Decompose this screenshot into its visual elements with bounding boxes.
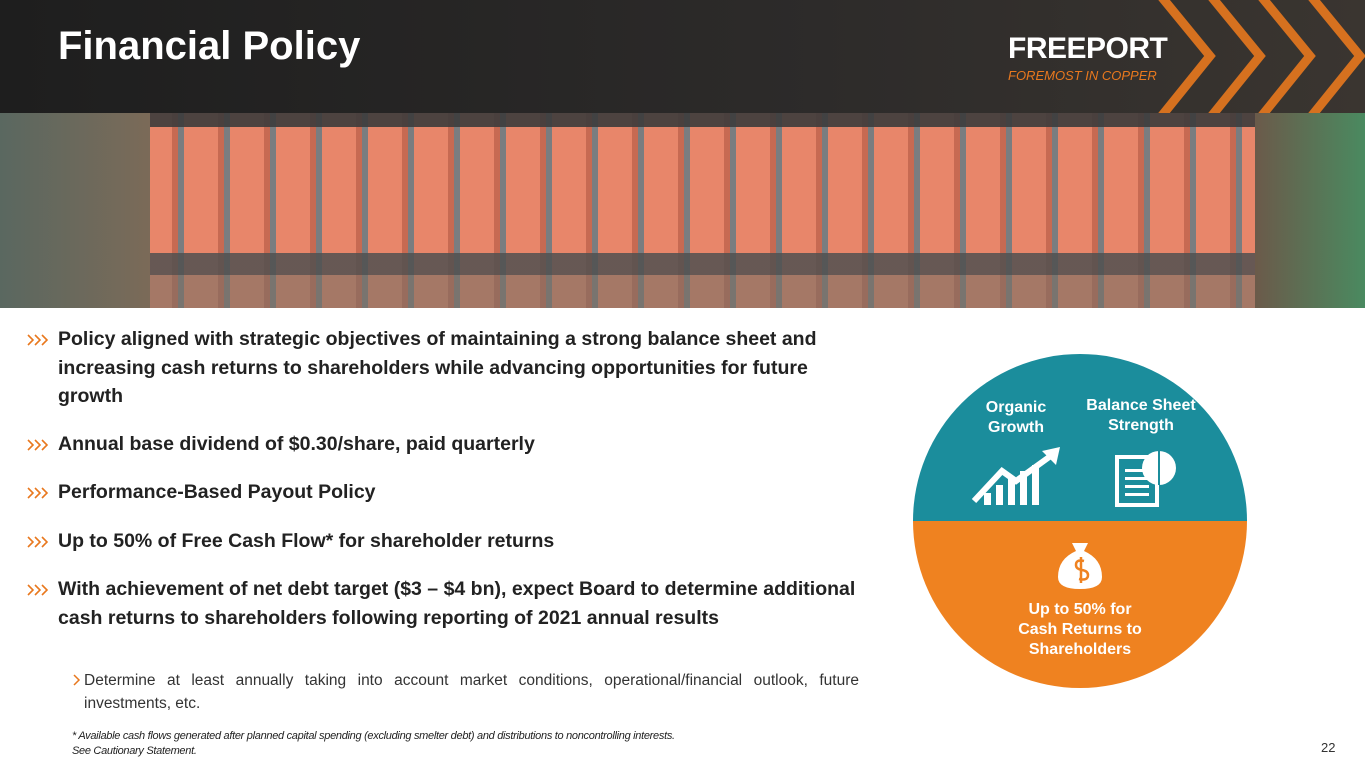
header-bar: [0, 0, 1365, 113]
page-number: 22: [1321, 740, 1336, 755]
bullet-marker: [27, 334, 49, 346]
bullet: Annual base dividend of $0.30/share, pai…: [58, 433, 535, 455]
diagram-label: Up to 50% for Cash Returns to Shareholde…: [1018, 601, 1142, 658]
policy-diagram: [913, 354, 1247, 688]
logo: FREEPORT: [1008, 32, 1168, 65]
slide-title: Financial Policy: [58, 24, 361, 68]
sub-bullet: Determine at least annually taking into …: [84, 672, 859, 712]
growth-icon: [971, 447, 1060, 505]
diagram-top: [913, 354, 1247, 521]
bullet-marker: [27, 487, 49, 499]
money-bag-icon: [1058, 543, 1102, 589]
bullet: Up to 50% of Free Cash Flow* for shareho…: [58, 530, 555, 552]
bullet-marker: [27, 536, 49, 548]
diagram-label: Organic Growth: [985, 399, 1047, 436]
bullet: With achievement of net debt target ($3 …: [58, 578, 856, 629]
logo-tagline: FOREMOST IN COPPER: [1008, 68, 1157, 83]
chevrons: [1158, 0, 1365, 113]
photo-left: [0, 113, 150, 308]
bullet-marker: [27, 439, 49, 451]
diagram-label: Balance Sheet Strength: [1086, 397, 1196, 434]
header-photo: [0, 113, 1365, 308]
bullet: Performance-Based Payout Policy: [58, 481, 376, 503]
bullet: Policy aligned with strategic objectives…: [58, 328, 817, 407]
photo-right: [1255, 113, 1365, 308]
sub-marker: [73, 674, 81, 686]
footnote: * Available cash flows generated after p…: [72, 730, 675, 742]
bullet-marker: [27, 584, 49, 596]
footnote: See Cautionary Statement.: [72, 745, 197, 757]
balance-icon: [1115, 451, 1176, 507]
